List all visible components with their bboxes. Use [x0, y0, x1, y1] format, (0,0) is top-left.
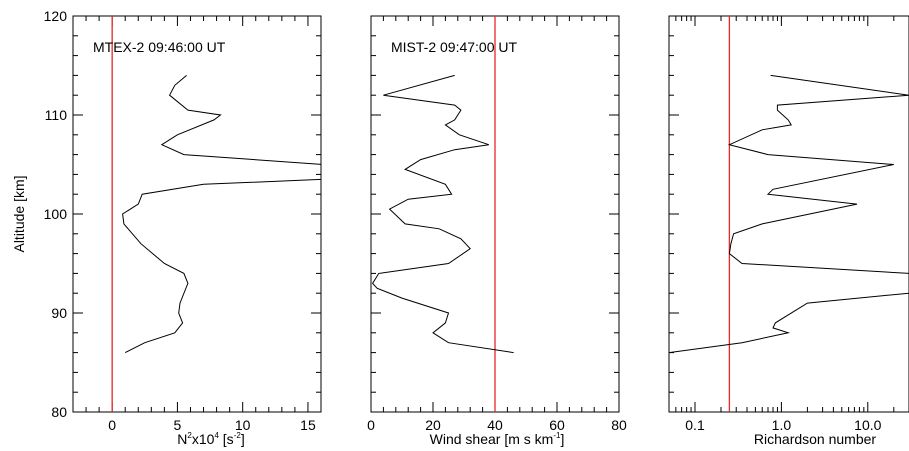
profile-line-n2 — [122, 75, 321, 354]
plot-area-richardson: 0.1 1.0 10.0 — [668, 15, 909, 433]
x-tick-label: 10 — [235, 417, 251, 433]
x-axis-label-richardson: Richardson number — [754, 431, 877, 447]
profile-line-richardson — [669, 74, 909, 354]
x-tick-label: 1.0 — [772, 417, 792, 433]
x-tick-label: 15 — [300, 417, 316, 433]
x-axis-label-wind-shear: Wind shear [m s km-1] — [430, 431, 565, 447]
panel-richardson: 0.1 1.0 10.0 Richardson number — [668, 15, 909, 447]
y-tick-label: 120 — [44, 8, 68, 24]
y-tick-label: 80 — [51, 404, 67, 420]
profile-line-wind-shear — [371, 74, 514, 354]
axes-frame — [72, 15, 322, 413]
plot-area-n2: 80 90 100 110 120 0 5 10 15 — [44, 8, 322, 433]
y-axis-label: Altitude [km] — [11, 175, 27, 252]
x-tick-label: 80 — [611, 417, 627, 433]
plot-area-wind-shear: 0 20 40 60 80 — [367, 15, 627, 433]
x-tick-label: 20 — [425, 417, 441, 433]
axes-frame — [668, 15, 909, 413]
x-tick-label: 5 — [174, 417, 182, 433]
x-tick-label: 40 — [487, 417, 503, 433]
x-tick-label: 0 — [367, 417, 375, 433]
panel-title-wind-shear: MIST-2 09:47:00 UT — [391, 39, 518, 55]
x-axis-label-n2: N2x104 [s-2] — [177, 431, 244, 447]
x-tick-label: 10.0 — [854, 417, 881, 433]
x-tick-label: 0 — [108, 417, 116, 433]
y-tick-label: 90 — [51, 305, 67, 321]
y-tick-label: 110 — [45, 107, 68, 123]
panel-title-n2: MTEX-2 09:46:00 UT — [93, 39, 226, 55]
x-tick-label: 60 — [549, 417, 565, 433]
panel-n2: 80 90 100 110 120 0 5 10 15 MTEX-2 09:46:00 UT A… — [11, 8, 322, 447]
y-tick-label: 100 — [44, 206, 68, 222]
panel-wind-shear: 0 20 40 60 80 MIST-2 09:47:00 UT Wind shear … — [367, 15, 627, 447]
x-tick-label: 0.1 — [685, 417, 705, 433]
